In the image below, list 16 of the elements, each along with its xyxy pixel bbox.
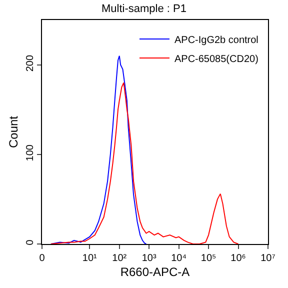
x-axis-title: R660-APC-A (120, 264, 190, 279)
y-tick-label: 200 (25, 54, 36, 72)
x-tick-label: 10² (112, 253, 128, 264)
y-axis-title: Count (6, 115, 20, 148)
x-tick-label: 10³ (142, 253, 157, 264)
x-tick-label: 10⁴ (171, 253, 187, 264)
x-tick-label: 10⁶ (230, 253, 246, 264)
y-tick-label: 100 (25, 144, 36, 162)
chart-title: Multi-sample : P1 (102, 3, 186, 16)
legend-label: APC-IgG2b control (174, 34, 258, 46)
x-tick-label: 10⁷ (260, 253, 276, 264)
x-tick-label: 10¹ (82, 253, 98, 264)
y-tick-label: 0 (25, 239, 36, 246)
x-tick-label: 0 (39, 253, 46, 264)
legend-label: APC-65085(CD20) (174, 54, 258, 65)
x-tick-label: 10⁵ (200, 253, 216, 264)
